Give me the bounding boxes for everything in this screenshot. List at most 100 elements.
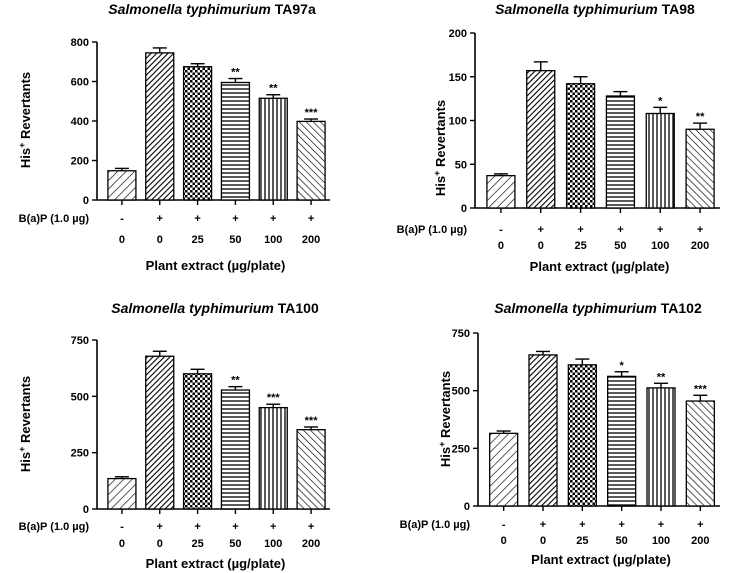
x-tick-label: 0 (540, 535, 546, 547)
x-tick-label: 0 (498, 240, 504, 252)
y-tick-label: 150 (449, 72, 467, 84)
bar-4 (646, 387, 676, 507)
bap-sign: + (308, 521, 314, 533)
bar-4 (258, 97, 288, 201)
x-tick-label: 200 (302, 234, 320, 246)
bap-sign: + (540, 519, 546, 531)
panel-ta98: Salmonella typhimurium TA98 His+ Revertan… (397, 1, 720, 274)
x-tick-label: 25 (191, 538, 203, 550)
bap-sign: + (657, 224, 663, 236)
x-tick-label: 100 (651, 240, 669, 252)
x-tick-label: 50 (614, 240, 626, 252)
y-tick-label: 500 (452, 386, 470, 398)
bar-4 (645, 112, 675, 209)
bar-4 (258, 406, 288, 510)
x-tick-label: 0 (157, 538, 163, 550)
significance-mark: *** (305, 415, 319, 427)
chart-title: Salmonella typhimurium TA102 (494, 300, 702, 316)
bap-sign: + (270, 521, 276, 533)
chart-title-strain: TA100 (278, 300, 319, 316)
bap-row-label: B(a)P (1.0 µg) (19, 213, 90, 225)
bar-0 (486, 174, 516, 209)
bar-5 (296, 429, 326, 510)
x-tick-label: 200 (691, 240, 709, 252)
y-tick-label: 100 (449, 116, 467, 128)
bar-2 (565, 83, 596, 209)
bap-row-label: B(a)P (1.0 µg) (19, 521, 90, 533)
x-tick-label: 0 (119, 234, 125, 246)
bar-0 (107, 477, 137, 510)
y-axis-label: His+ Revertants (17, 72, 33, 168)
bap-sign: + (308, 213, 314, 225)
bar-0 (489, 432, 519, 507)
significance-mark: *** (694, 383, 708, 395)
x-tick-label: 0 (157, 234, 163, 246)
bar-3 (607, 375, 637, 507)
bap-sign: + (194, 521, 200, 533)
x-tick-label: 50 (229, 538, 241, 550)
bap-sign: + (157, 521, 163, 533)
y-axis-label: His+ Revertants (432, 100, 448, 196)
bap-sign: + (618, 519, 624, 531)
bar-3 (220, 81, 251, 201)
x-tick-label: 25 (574, 240, 586, 252)
y-tick-label: 800 (71, 37, 89, 49)
y-tick-label: 0 (83, 504, 89, 516)
bap-sign: + (232, 213, 238, 225)
y-axis-label: His+ Revertants (437, 371, 453, 467)
bap-sign: + (194, 213, 200, 225)
chart-title-species: Salmonella typhimurium (495, 1, 661, 17)
y-tick-label: 50 (455, 159, 467, 171)
panel-ta97a: Salmonella typhimurium TA97a His+ Reverta… (17, 1, 330, 273)
x-tick-label: 200 (302, 538, 320, 550)
bar-3 (605, 95, 636, 209)
bap-sign: + (538, 224, 544, 236)
x-tick-label: 0 (119, 538, 125, 550)
x-tick-label: 50 (616, 535, 628, 547)
x-tick-label: 0 (501, 535, 507, 547)
bap-sign: + (232, 521, 238, 533)
significance-mark: ** (657, 371, 666, 383)
bar-1 (145, 52, 175, 201)
bar-1 (145, 355, 175, 510)
significance-mark: * (620, 360, 625, 372)
panel-ta100: Salmonella typhimurium TA100 His+ Reverta… (17, 300, 330, 571)
x-axis-label: Plant extract (µg/plate) (146, 258, 286, 273)
bap-row-label: B(a)P (1.0 µg) (400, 519, 471, 531)
x-tick-label: 100 (652, 535, 670, 547)
bar-2 (567, 364, 597, 507)
y-tick-label: 500 (71, 391, 89, 403)
y-axis-label: His+ Revertants (17, 376, 33, 472)
bap-sign: - (499, 224, 503, 236)
significance-mark: *** (305, 107, 319, 119)
bap-sign: + (579, 519, 585, 531)
significance-mark: ** (696, 111, 705, 123)
x-tick-label: 200 (691, 535, 709, 547)
bar-5 (296, 120, 326, 201)
y-tick-label: 750 (452, 328, 470, 340)
chart-title-strain: TA98 (662, 1, 695, 17)
y-tick-label: 600 (71, 77, 89, 89)
bap-sign: + (617, 224, 623, 236)
x-axis-label: Plant extract (µg/plate) (531, 552, 671, 567)
bap-sign: - (502, 519, 506, 531)
chart-title-strain: TA97a (275, 1, 316, 17)
significance-mark: ** (269, 83, 278, 95)
x-tick-label: 100 (264, 538, 282, 550)
bap-sign: + (697, 519, 703, 531)
x-axis-label: Plant extract (µg/plate) (530, 259, 670, 274)
y-tick-label: 750 (71, 335, 89, 347)
bar-0 (107, 170, 137, 201)
bap-sign: + (658, 519, 664, 531)
chart-title: Salmonella typhimurium TA100 (111, 300, 319, 316)
x-tick-label: 0 (538, 240, 544, 252)
panel-ta102: Salmonella typhimurium TA102 His+ Reverta… (400, 300, 720, 567)
bap-row-label: B(a)P (1.0 µg) (397, 224, 468, 236)
chart-title: Salmonella typhimurium TA97a (108, 1, 316, 17)
x-tick-label: 100 (264, 234, 282, 246)
significance-mark: * (658, 95, 663, 107)
bap-sign: - (120, 521, 124, 533)
significance-mark: ** (231, 375, 240, 387)
chart-title: Salmonella typhimurium TA98 (495, 1, 695, 17)
